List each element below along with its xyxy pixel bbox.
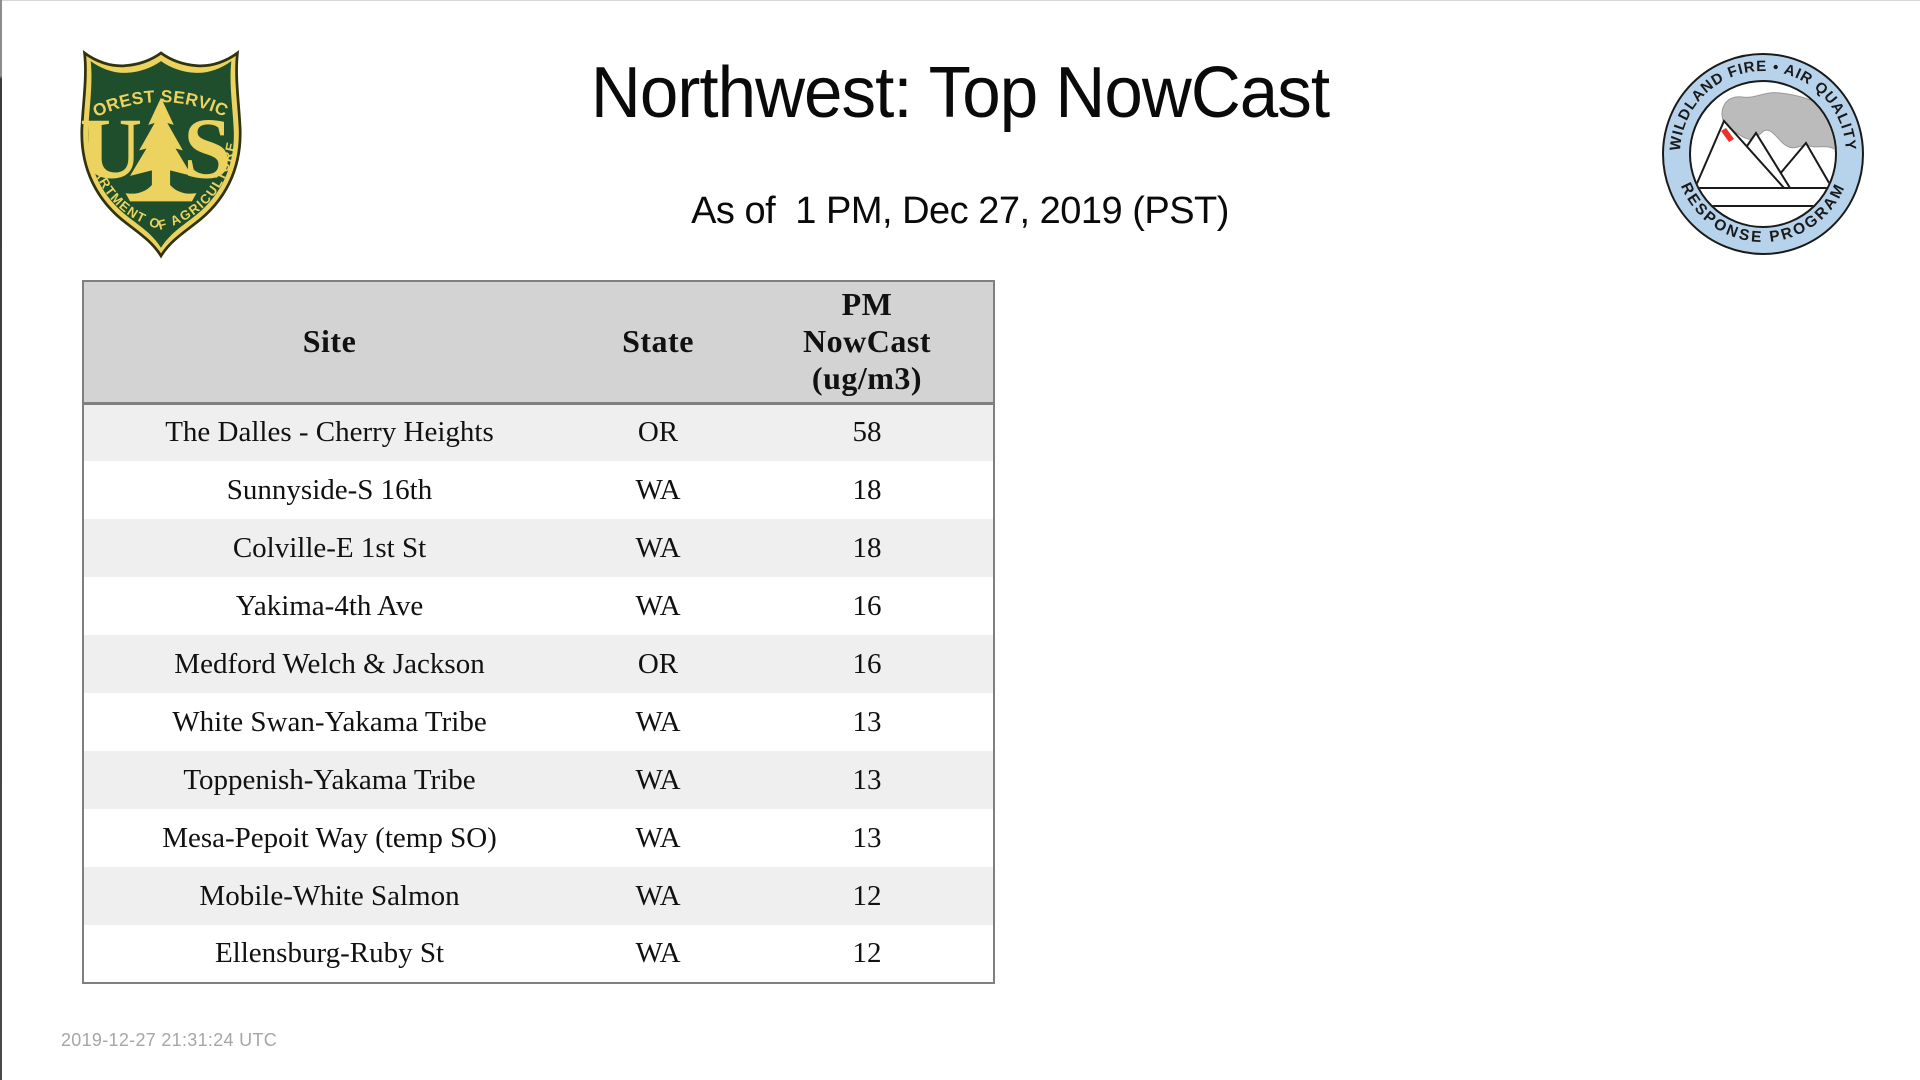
nowcast-cell: 16	[852, 647, 882, 680]
state-cell: WA	[635, 937, 681, 969]
table-row: Mesa-Pepoit Way (temp SO) WA 13	[83, 809, 994, 867]
nowcast-cell: 13	[852, 821, 882, 854]
table-row: Colville-E 1st St WA 18	[83, 519, 994, 577]
col-header-site: Site	[302, 323, 357, 360]
flame-mark-icon	[1721, 128, 1734, 142]
state-cell: WA	[635, 763, 681, 796]
table-row: Medford Welch & Jackson OR 16	[83, 635, 994, 693]
table-row: Mobile-White Salmon WA 12	[83, 867, 994, 925]
table-row: The Dalles - Cherry Heights OR 58	[83, 403, 994, 461]
nowcast-cell: 58	[852, 416, 882, 449]
site-cell: Mobile-White Salmon	[199, 879, 460, 912]
site-cell: The Dalles - Cherry Heights	[165, 416, 494, 449]
state-cell: OR	[637, 416, 679, 449]
site-cell: Sunnyside-S 16th	[226, 473, 433, 506]
screenshot-left-edge-line	[0, 0, 2, 1080]
nowcast-cell: 12	[852, 937, 882, 969]
nowcast-cell: 18	[852, 473, 882, 506]
nowcast-cell: 13	[852, 763, 882, 796]
nowcast-cell: 13	[852, 705, 882, 738]
state-cell: WA	[635, 705, 681, 738]
table-header-row: Site State PM NowCast (ug/m3)	[83, 281, 994, 403]
nowcast-cell: 18	[852, 531, 882, 564]
state-cell: WA	[635, 473, 681, 506]
nowcast-cell: 12	[852, 879, 882, 912]
state-cell: WA	[635, 589, 681, 622]
pine-tree-icon	[125, 97, 197, 202]
table-row: Sunnyside-S 16th WA 18	[83, 461, 994, 519]
nowcast-table-container: Site State PM NowCast (ug/m3) The Dalles…	[82, 280, 995, 984]
table-row: Yakima-4th Ave WA 16	[83, 577, 994, 635]
site-cell: Ellensburg-Ruby St	[214, 937, 445, 969]
site-cell: Medford Welch & Jackson	[174, 647, 485, 680]
generated-timestamp: 2019-12-27 21:31:24 UTC	[61, 1030, 278, 1050]
nowcast-cell: 16	[852, 589, 882, 622]
state-cell: WA	[635, 821, 681, 854]
col-header-pm-nowcast: PM NowCast (ug/m3)	[741, 281, 994, 403]
site-cell: White Swan-Yakama Tribe	[172, 705, 487, 738]
table-row: Ellensburg-Ruby St WA 12	[83, 925, 994, 983]
col-header-state: State	[622, 323, 694, 360]
airfire-program-logo: WILDLAND FIRE • AIR QUALITY RESPONSE PRO…	[1662, 53, 1864, 255]
table-row: White Swan-Yakama Tribe WA 13	[83, 693, 994, 751]
screenshot-top-edge-line	[0, 0, 1920, 1]
smoke-plume	[1721, 92, 1835, 153]
state-cell: OR	[637, 647, 679, 680]
shield-letter-s: S	[183, 101, 231, 197]
pm-header-line-1: PM	[841, 286, 893, 323]
pm-header-line-2: NowCast	[803, 323, 931, 360]
state-cell: WA	[635, 879, 681, 912]
nowcast-table: Site State PM NowCast (ug/m3) The Dalles…	[82, 280, 995, 984]
table-body: The Dalles - Cherry Heights OR 58 Sunnys…	[83, 403, 994, 983]
site-cell: Toppenish-Yakama Tribe	[183, 763, 476, 796]
site-cell: Mesa-Pepoit Way (temp SO)	[162, 821, 497, 854]
page-title: Northwest: Top NowCast	[590, 53, 1330, 133]
site-cell: Colville-E 1st St	[232, 531, 427, 564]
page-subtitle: As of 1 PM, Dec 27, 2019 (PST)	[691, 190, 1229, 232]
pm-header-line-3: (ug/m3)	[811, 360, 923, 397]
state-cell: WA	[635, 531, 681, 564]
forest-service-logo: FOREST SERVICE U S DEPARTMENT OF AGRICUL…	[70, 48, 242, 258]
shield-letter-u: U	[80, 101, 142, 197]
table-row: Toppenish-Yakama Tribe WA 13	[83, 751, 994, 809]
site-cell: Yakima-4th Ave	[235, 589, 424, 622]
